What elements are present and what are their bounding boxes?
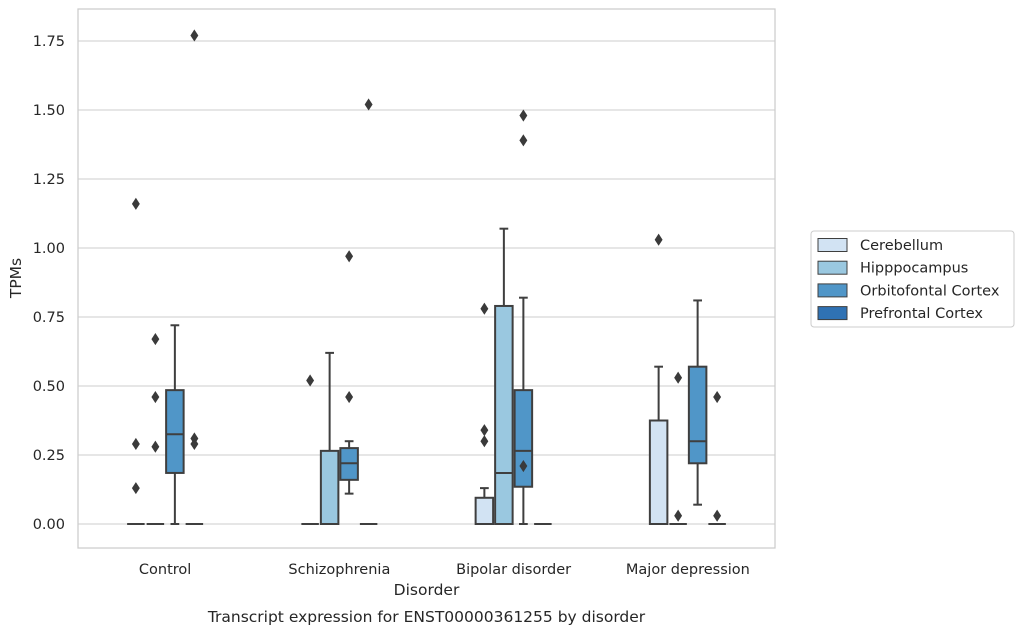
x-tick-label: Bipolar disorder [456, 562, 571, 578]
x-axis-title: Disorder [394, 581, 460, 599]
box-1-0 [146, 333, 165, 525]
outlier-point [674, 509, 683, 522]
legend-swatch [817, 306, 848, 321]
outlier-point [480, 435, 489, 448]
gridlines [78, 40, 775, 525]
y-tick-label: 0.25 [33, 448, 65, 464]
legend-label: Prefrontal Cortex [860, 306, 983, 322]
outlier-point [654, 233, 663, 246]
box-2-0 [165, 324, 185, 525]
box-0-0 [127, 197, 145, 525]
outlier-point [190, 437, 199, 451]
y-tick-label: 1.75 [33, 34, 65, 50]
box-3-0 [185, 29, 204, 525]
outlier-point [713, 509, 722, 522]
outlier-point [519, 459, 528, 473]
box-0-1 [301, 374, 319, 525]
box-2-1 [339, 250, 359, 495]
box-body [165, 389, 185, 474]
legend-swatch [817, 283, 848, 298]
box-3-3 [708, 390, 726, 525]
outlier-point [480, 302, 489, 315]
legend-label: Orbitofontal Cortex [860, 283, 1000, 299]
legend-label: Cerebellum [860, 238, 943, 254]
plot-frame [77, 8, 776, 549]
box-2-3 [687, 299, 708, 506]
y-tick-label: 0.50 [33, 379, 65, 395]
boxes [127, 29, 726, 525]
x-tick-label: Major depression [626, 562, 750, 578]
outlier-point [364, 98, 373, 111]
y-tick-label: 0.00 [33, 517, 65, 533]
legend-frame [810, 230, 1015, 328]
outlier-point [131, 437, 140, 451]
outlier-point [674, 371, 683, 384]
box-1-2 [494, 227, 514, 525]
legend-label: Hipppocampus [860, 261, 968, 277]
outlier-point [306, 374, 315, 387]
outlier-point [131, 482, 140, 495]
x-tick-labels: Control Schizophrenia Bipolar disorder Majo… [139, 562, 750, 578]
box-3-1 [359, 98, 378, 525]
outlier-point [190, 29, 199, 42]
outlier-point [519, 109, 528, 122]
box-1-1 [319, 351, 340, 525]
outlier-point [151, 390, 160, 404]
x-tick-label: Schizophrenia [288, 562, 390, 578]
box-body [687, 365, 708, 465]
legend-swatch [817, 238, 848, 252]
box-body [513, 389, 534, 488]
outlier-point [713, 390, 722, 404]
legend-swatch [817, 260, 848, 275]
y-axis-title: TPMs [7, 258, 25, 299]
legend: Cerebellum Hipppocampus Orbitofontal Corte… [810, 230, 1015, 328]
chart-caption: Transcript expression for ENST0000036125… [207, 608, 646, 626]
y-tick-labels: 0.00 0.25 0.50 0.75 1.00 1.25 1.50 1.75 [33, 34, 65, 533]
y-tick-label: 1.25 [33, 172, 65, 188]
outlier-point [519, 134, 528, 147]
outlier-point [480, 424, 489, 437]
box-1-3 [669, 371, 687, 525]
outlier-point [345, 250, 354, 263]
y-tick-label: 1.00 [33, 241, 65, 257]
outlier-point [131, 197, 140, 210]
box-body [648, 419, 669, 525]
box-0-2 [474, 302, 495, 525]
box-body [319, 449, 340, 525]
outlier-point [345, 390, 354, 404]
box-body [494, 304, 514, 525]
y-tick-label: 0.75 [33, 310, 65, 326]
outlier-point [151, 440, 160, 453]
box-body [474, 496, 495, 525]
y-tick-label: 1.50 [33, 103, 65, 119]
box-0-3 [648, 233, 669, 525]
outlier-point [151, 333, 160, 346]
x-tick-label: Control [139, 562, 191, 578]
box-2-2 [513, 109, 534, 525]
